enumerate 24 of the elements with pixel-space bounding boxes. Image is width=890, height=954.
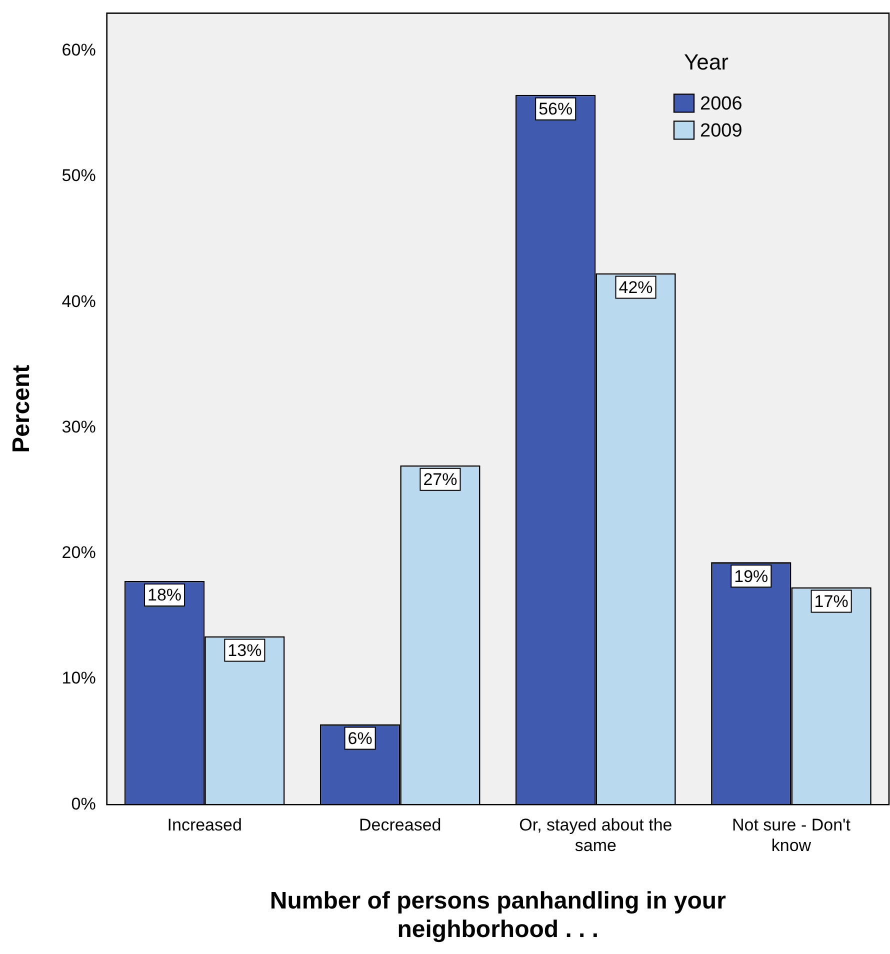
x-tick-label: Increased [167, 815, 242, 834]
data-label: 17% [814, 592, 848, 611]
y-tick-label: 20% [62, 543, 96, 562]
y-axis-title: Percent [8, 364, 36, 453]
legend-title: Year [684, 49, 728, 74]
y-tick-label: 40% [62, 292, 96, 311]
legend-label: 2009 [700, 120, 742, 142]
x-axis-title: Number of persons panhandling in your neighborhood . . . [270, 887, 726, 944]
data-label: 18% [147, 586, 182, 605]
y-tick-label: 50% [62, 166, 96, 186]
x-tick-label: Decreased [359, 815, 442, 834]
data-label: 27% [423, 470, 458, 490]
y-tick-label: 0% [71, 794, 96, 814]
y-tick-label: 30% [62, 417, 96, 436]
data-label: 19% [734, 566, 768, 586]
data-label: 6% [348, 728, 372, 748]
y-tick-label: 60% [62, 40, 96, 60]
data-label: 56% [538, 100, 573, 119]
legend-label: 2006 [700, 93, 742, 114]
data-label: 13% [228, 640, 262, 660]
y-tick-label: 10% [62, 668, 96, 688]
data-label: 42% [618, 278, 653, 297]
x-tick-label: Or, stayed about the same [519, 815, 672, 855]
x-tick-label: Not sure - Don't know [732, 815, 851, 855]
